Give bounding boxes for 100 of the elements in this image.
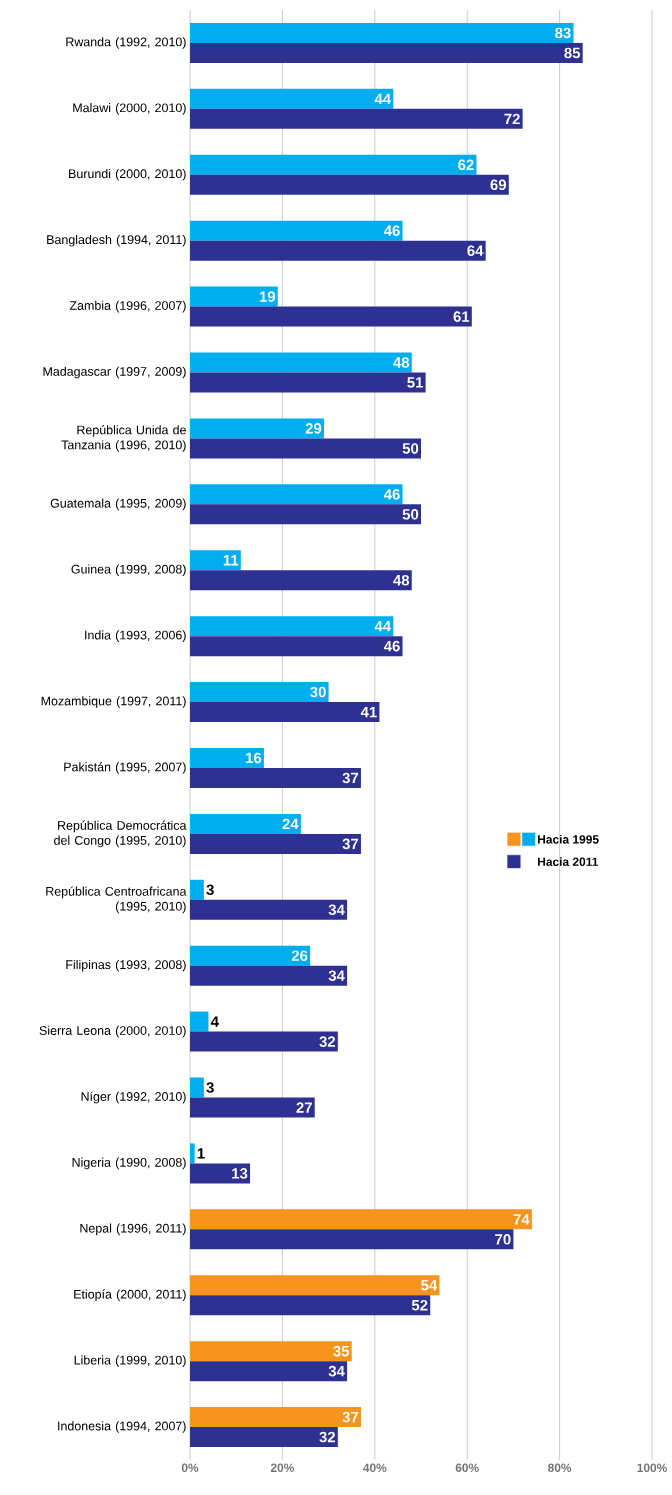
bar xyxy=(190,306,472,327)
bar xyxy=(190,616,394,637)
bar xyxy=(190,352,412,373)
y-tick-label: Rwanda (1992, 2010) xyxy=(66,37,186,49)
data-label: 3 xyxy=(206,1082,214,1093)
bar xyxy=(190,1427,338,1448)
x-tick-label: 20% xyxy=(270,1463,295,1472)
data-label: 41 xyxy=(360,706,377,718)
y-tick-label: Madagascar (1997, 2009) xyxy=(43,366,186,379)
data-label: 13 xyxy=(232,1168,248,1179)
y-tick-label: Nigeria (1990, 2008) xyxy=(72,1157,186,1170)
data-label: 27 xyxy=(296,1102,312,1113)
bar xyxy=(190,570,412,591)
data-label: 54 xyxy=(421,1280,438,1291)
bar xyxy=(190,438,421,459)
bar xyxy=(190,767,361,788)
y-tick-label: Pakistán (1995, 2007) xyxy=(64,762,186,774)
bar xyxy=(190,965,348,986)
y-tick-label: Guinea (1999, 2008) xyxy=(71,564,186,577)
data-label: 70 xyxy=(495,1234,511,1245)
bar xyxy=(190,682,329,703)
data-label: 34 xyxy=(328,970,345,981)
y-tick-label: Bangladesh (1994, 2011) xyxy=(47,234,186,247)
x-tick-label: 60% xyxy=(455,1463,479,1472)
bar xyxy=(190,747,264,768)
bar xyxy=(190,550,241,571)
bar xyxy=(190,174,509,195)
bar xyxy=(190,1275,440,1296)
data-label: 62 xyxy=(458,159,474,171)
bar xyxy=(190,945,311,966)
bar xyxy=(190,1295,431,1316)
bar xyxy=(190,504,421,525)
y-tick-label: Níger (1992, 2010) xyxy=(81,1091,186,1104)
bar xyxy=(190,636,403,657)
bar xyxy=(190,1077,204,1098)
y-tick-label: Mozambique (1997, 2011) xyxy=(41,696,186,708)
y-tick-label: Indonesia (1994, 2007) xyxy=(58,1421,186,1433)
data-label: 37 xyxy=(342,1411,359,1423)
data-label: 48 xyxy=(393,574,410,586)
y-tick-label: Filipinas (1993, 2008) xyxy=(66,959,186,972)
bar xyxy=(190,22,574,43)
data-label: 48 xyxy=(393,357,410,368)
y-tick-label: República Democrática del Congo (1995, 2010) xyxy=(54,820,187,848)
data-label: 1 xyxy=(197,1148,205,1159)
data-label: 29 xyxy=(305,423,322,434)
data-label: 32 xyxy=(319,1431,336,1443)
bar xyxy=(190,702,380,723)
data-label: 46 xyxy=(383,640,400,652)
data-label: 37 xyxy=(342,838,359,850)
x-tick-label: 0% xyxy=(181,1463,199,1472)
data-label: 64 xyxy=(467,245,484,256)
data-label: 52 xyxy=(411,1299,428,1311)
data-label: 51 xyxy=(407,377,424,388)
data-label: 35 xyxy=(333,1345,350,1357)
bar xyxy=(190,1361,348,1382)
data-label: 74 xyxy=(513,1214,530,1225)
y-tick-label: República Unida de Tanzania (1996, 2010) xyxy=(61,425,186,452)
data-label: 37 xyxy=(342,772,359,784)
data-label: 11 xyxy=(223,555,239,566)
bar xyxy=(190,88,394,109)
data-label: 61 xyxy=(453,311,470,322)
bar xyxy=(190,1407,361,1428)
data-label: 32 xyxy=(319,1036,336,1047)
legend-label: Hacia 1995 xyxy=(538,834,599,844)
bar xyxy=(190,240,486,261)
data-label: 4 xyxy=(210,1016,219,1027)
bar xyxy=(190,1209,532,1230)
data-label: 30 xyxy=(310,686,326,698)
data-label: 34 xyxy=(328,1365,345,1377)
data-label: 46 xyxy=(383,225,400,236)
x-tick-label: 40% xyxy=(363,1463,387,1472)
bar xyxy=(190,42,583,63)
y-tick-label: Burundi (2000, 2010) xyxy=(69,168,186,181)
data-label: 50 xyxy=(402,509,419,520)
x-tick-label: 80% xyxy=(548,1463,572,1472)
bar xyxy=(190,1341,352,1362)
bar xyxy=(190,1031,338,1052)
bar xyxy=(190,879,204,900)
y-tick-label: Zambia (1996, 2007) xyxy=(69,300,186,313)
data-label: 26 xyxy=(291,950,308,961)
bar xyxy=(190,1229,514,1250)
y-tick-label: Liberia (1999, 2010) xyxy=(74,1355,186,1367)
data-label: 24 xyxy=(282,818,299,830)
data-label: 83 xyxy=(555,27,571,39)
y-tick-label: India (1993, 2006) xyxy=(85,630,186,642)
bar xyxy=(190,154,477,175)
y-tick-label: Malawi (2000, 2010) xyxy=(73,103,186,115)
y-tick-label: República Centroafricana (1995, 2010) xyxy=(46,886,187,914)
data-label: 69 xyxy=(490,179,507,191)
bar xyxy=(190,1097,315,1118)
data-label: 44 xyxy=(374,93,392,105)
y-tick-label: Nepal (1996, 2011) xyxy=(80,1223,186,1236)
data-label: 16 xyxy=(246,752,262,764)
y-tick-label: Sierra Leona (2000, 2010) xyxy=(39,1025,186,1038)
bar xyxy=(190,813,301,834)
legend-label: Hacia 2011 xyxy=(538,857,599,866)
bar xyxy=(190,484,403,505)
y-tick-label: Guatemala (1995, 2009) xyxy=(50,498,186,511)
bar xyxy=(190,1163,251,1184)
bar xyxy=(190,108,523,129)
